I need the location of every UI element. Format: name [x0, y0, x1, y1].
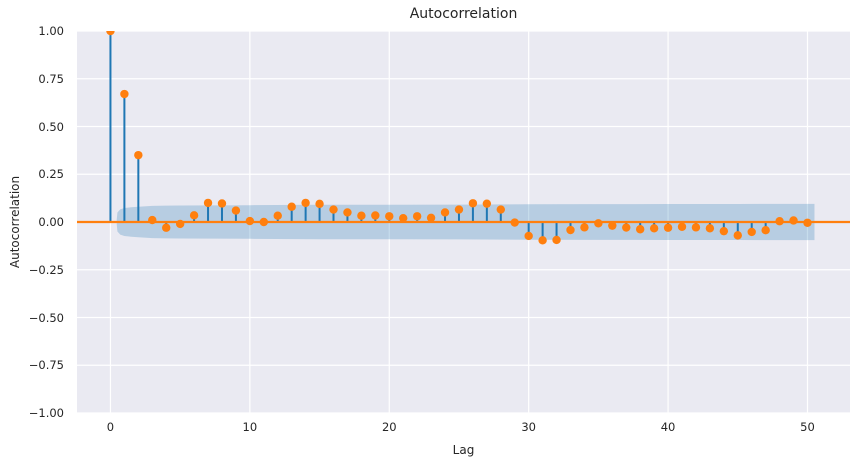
acf-marker [385, 212, 394, 221]
acf-marker [538, 236, 547, 245]
acf-marker [287, 202, 296, 211]
y-tick-label: −0.25 [28, 262, 64, 277]
acf-marker [189, 211, 199, 220]
acf-marker [148, 215, 157, 225]
y-tick-label: −1.00 [28, 406, 64, 420]
acf-marker [691, 223, 701, 232]
acf-marker [231, 206, 241, 215]
acf-marker [301, 198, 310, 208]
acf-marker [162, 223, 171, 232]
acf-marker [273, 211, 282, 220]
acf-marker [468, 199, 478, 208]
acf-marker [789, 216, 798, 225]
acf-marker [259, 217, 269, 227]
acf-marker [566, 225, 575, 235]
acf-marker [120, 89, 129, 99]
acf-marker [635, 225, 645, 234]
x-tick-label: 30 [521, 420, 536, 434]
x-tick-label: 20 [381, 420, 397, 434]
acf-marker [134, 150, 143, 160]
acf-marker [524, 231, 533, 241]
acf-marker [594, 219, 603, 228]
acf-marker [649, 224, 659, 233]
acf-marker [106, 31, 115, 36]
x-tick-label: 40 [660, 420, 676, 434]
y-tick-label: 0.50 [38, 119, 64, 134]
y-tick-label: −0.75 [28, 358, 64, 373]
acf-marker [719, 226, 729, 236]
acf-marker [245, 216, 255, 226]
acf-marker [803, 218, 812, 227]
x-tick-label: 10 [242, 420, 258, 434]
acf-stem-plot [77, 31, 850, 413]
acf-marker [747, 227, 756, 237]
acf-marker [482, 199, 492, 208]
acf-marker [426, 213, 436, 222]
acf-marker [761, 226, 770, 235]
acf-marker [412, 212, 422, 221]
acf-marker [552, 235, 561, 245]
y-tick-label: 1.00 [38, 24, 64, 38]
acf-marker [371, 211, 380, 220]
acf-marker [705, 224, 715, 233]
acf-marker [203, 198, 213, 208]
acf-marker [733, 231, 742, 240]
acf-marker [343, 208, 352, 217]
acf-marker [440, 208, 450, 217]
acf-marker [357, 211, 366, 220]
acf-marker [622, 223, 631, 232]
y-tick-label: −0.50 [28, 310, 64, 325]
y-tick-label: 0.00 [38, 215, 64, 229]
plot-area [77, 31, 850, 413]
acf-marker [217, 199, 227, 208]
y-tick-label: 0.75 [38, 71, 64, 86]
acf-marker [329, 205, 338, 214]
acf-marker [175, 219, 185, 229]
y-tick-label: 0.25 [38, 167, 64, 182]
chart-title: Autocorrelation [409, 6, 518, 22]
acf-marker [775, 217, 784, 226]
acf-marker [399, 213, 408, 223]
acf-marker [663, 223, 673, 232]
acf-marker [510, 218, 519, 227]
acf-marker [580, 223, 589, 232]
x-tick-label: 0 [106, 420, 115, 434]
x-tick-label: 50 [800, 420, 815, 434]
acf-marker [315, 199, 324, 209]
x-axis-label: Lag [452, 443, 475, 457]
acf-marker [608, 221, 617, 230]
acf-marker [454, 205, 464, 214]
acf-marker [496, 205, 505, 214]
acf-marker [677, 222, 687, 231]
